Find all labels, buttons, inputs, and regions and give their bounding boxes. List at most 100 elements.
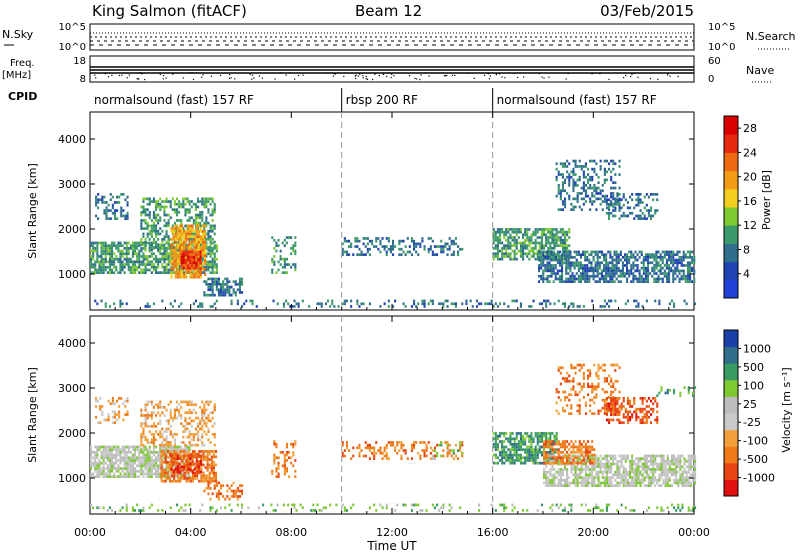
search-tick-bottom: 10^0 [708,42,735,53]
power-cell [103,271,105,274]
power-cell [584,280,586,283]
power-cell [641,261,643,264]
power-cell [672,275,674,278]
velocity-cell [90,451,92,454]
power-cell [569,280,571,283]
power-cell [382,245,384,248]
power-cell [333,305,335,308]
power-cell [134,244,136,247]
power-cell [192,241,194,244]
power-cell [155,227,157,230]
velocity-cell [122,456,124,459]
power-cell [670,261,672,264]
velocity-cell [413,444,415,447]
velocity-cell [145,473,147,476]
power-cell [609,253,611,256]
power-cell [572,160,574,163]
power-cell [195,251,197,254]
power-cell [183,253,185,256]
power-cell [112,196,114,199]
power-cell [235,283,237,286]
power-cell [212,280,214,283]
power-cell [346,251,348,254]
power-cell [159,261,161,264]
power-cell [630,270,632,273]
velocity-cell [278,456,280,459]
nave-point [630,76,631,77]
power-cell [214,225,216,228]
power-cell [432,251,434,254]
power-cell [597,251,599,254]
velocity-cell [157,422,159,425]
velocity-cell [170,417,172,420]
velocity-cell [541,451,543,454]
power-cell [509,242,511,245]
velocity-cell [218,492,220,495]
power-cell [189,267,191,270]
velocity-cell [430,452,432,455]
velocity-cell [115,475,117,478]
power-cell [582,264,584,267]
power-cell [632,253,634,256]
velocity-cell [549,432,551,435]
power-cell [672,264,674,267]
velocity-cell [132,467,134,470]
power-cell [622,275,624,278]
power-cell [653,267,655,270]
freq-traces [90,67,694,80]
velocity-cell [107,470,109,473]
power-cell [363,253,365,256]
power-cell [189,227,191,230]
power-cell [97,198,99,201]
power-cell [428,302,430,305]
velocity-cell [213,480,215,483]
power-cell [542,253,544,256]
velocity-cell [149,462,151,465]
nave-point [625,75,626,76]
velocity-cell [566,476,568,479]
power-cell [549,231,551,234]
power-cell [608,215,610,218]
power-cell [200,230,202,233]
velocity-cell [149,414,151,417]
power-cell [411,240,413,243]
power-cell [183,238,185,241]
velocity-cell [294,470,296,473]
velocity-cell [124,456,126,459]
power-cell [119,266,121,269]
power-cell [580,280,582,283]
power-cell [163,219,165,222]
power-cell [122,209,124,212]
power-cell [128,258,130,261]
power-cell [653,259,655,262]
power-cell [681,278,683,281]
power-cell [593,187,595,190]
power-cell [181,251,183,254]
power-cell [228,288,230,291]
power-cell [522,242,524,245]
power-cell [168,225,170,228]
power-cell [212,225,214,228]
velocity-cell [166,438,168,441]
velocity-cell [501,454,503,457]
power-cell [210,249,212,252]
power-cell [203,280,205,283]
power-cell [199,302,201,305]
power-cell [589,176,591,179]
velocity-cell [541,462,543,465]
power-cell [365,253,367,256]
power-cell [187,219,189,222]
power-cell [572,256,574,259]
power-cell [350,243,352,246]
power-cell [671,300,673,303]
velocity-cell [541,454,543,457]
velocity-cell [509,462,511,465]
velocity-cell [200,480,202,483]
velocity-cell [132,456,134,459]
velocity-cell [533,456,535,459]
power-cell [179,235,181,238]
power-cell [453,302,455,305]
velocity-cell [192,474,194,477]
power-cell [455,302,457,305]
power-cell [637,270,639,273]
